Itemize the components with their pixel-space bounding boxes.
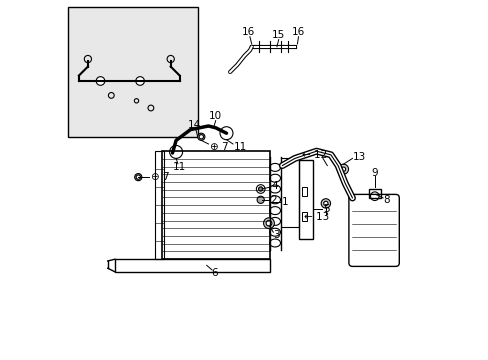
- Circle shape: [341, 167, 345, 171]
- Circle shape: [136, 175, 140, 179]
- Circle shape: [257, 196, 264, 203]
- Text: ⊕ 7: ⊕ 7: [209, 141, 228, 152]
- Text: 6: 6: [211, 267, 218, 278]
- FancyBboxPatch shape: [348, 194, 399, 266]
- Circle shape: [338, 164, 348, 174]
- Text: 13: 13: [352, 152, 366, 162]
- Text: 14: 14: [188, 120, 201, 130]
- Text: 2: 2: [270, 195, 277, 205]
- Circle shape: [263, 218, 274, 229]
- Text: 3: 3: [273, 230, 280, 240]
- Text: ← 12: ← 12: [302, 150, 326, 160]
- Text: 4: 4: [270, 181, 277, 191]
- Text: 5: 5: [323, 204, 329, 214]
- Circle shape: [321, 199, 330, 208]
- Circle shape: [265, 220, 271, 226]
- Bar: [302, 187, 307, 196]
- Circle shape: [96, 77, 104, 85]
- Text: 1: 1: [281, 197, 287, 207]
- Bar: [154, 151, 163, 259]
- Circle shape: [258, 187, 263, 191]
- FancyBboxPatch shape: [68, 7, 197, 137]
- Text: ← 13: ← 13: [303, 212, 328, 222]
- Circle shape: [323, 201, 327, 206]
- Bar: [302, 212, 307, 221]
- Text: 8: 8: [383, 195, 389, 205]
- Text: 15: 15: [271, 30, 285, 40]
- Text: 11: 11: [234, 142, 247, 152]
- Text: 10: 10: [209, 111, 222, 121]
- Bar: [298, 160, 312, 239]
- Text: 16: 16: [242, 27, 255, 37]
- Text: 9: 9: [371, 168, 377, 178]
- Bar: [162, 151, 269, 259]
- Circle shape: [197, 133, 204, 140]
- Text: 11: 11: [172, 162, 185, 172]
- Text: 16: 16: [291, 27, 305, 37]
- Bar: [368, 189, 381, 198]
- Text: ⊕ 7: ⊕ 7: [150, 172, 169, 182]
- Circle shape: [134, 174, 142, 181]
- Circle shape: [199, 135, 203, 139]
- Circle shape: [136, 77, 144, 85]
